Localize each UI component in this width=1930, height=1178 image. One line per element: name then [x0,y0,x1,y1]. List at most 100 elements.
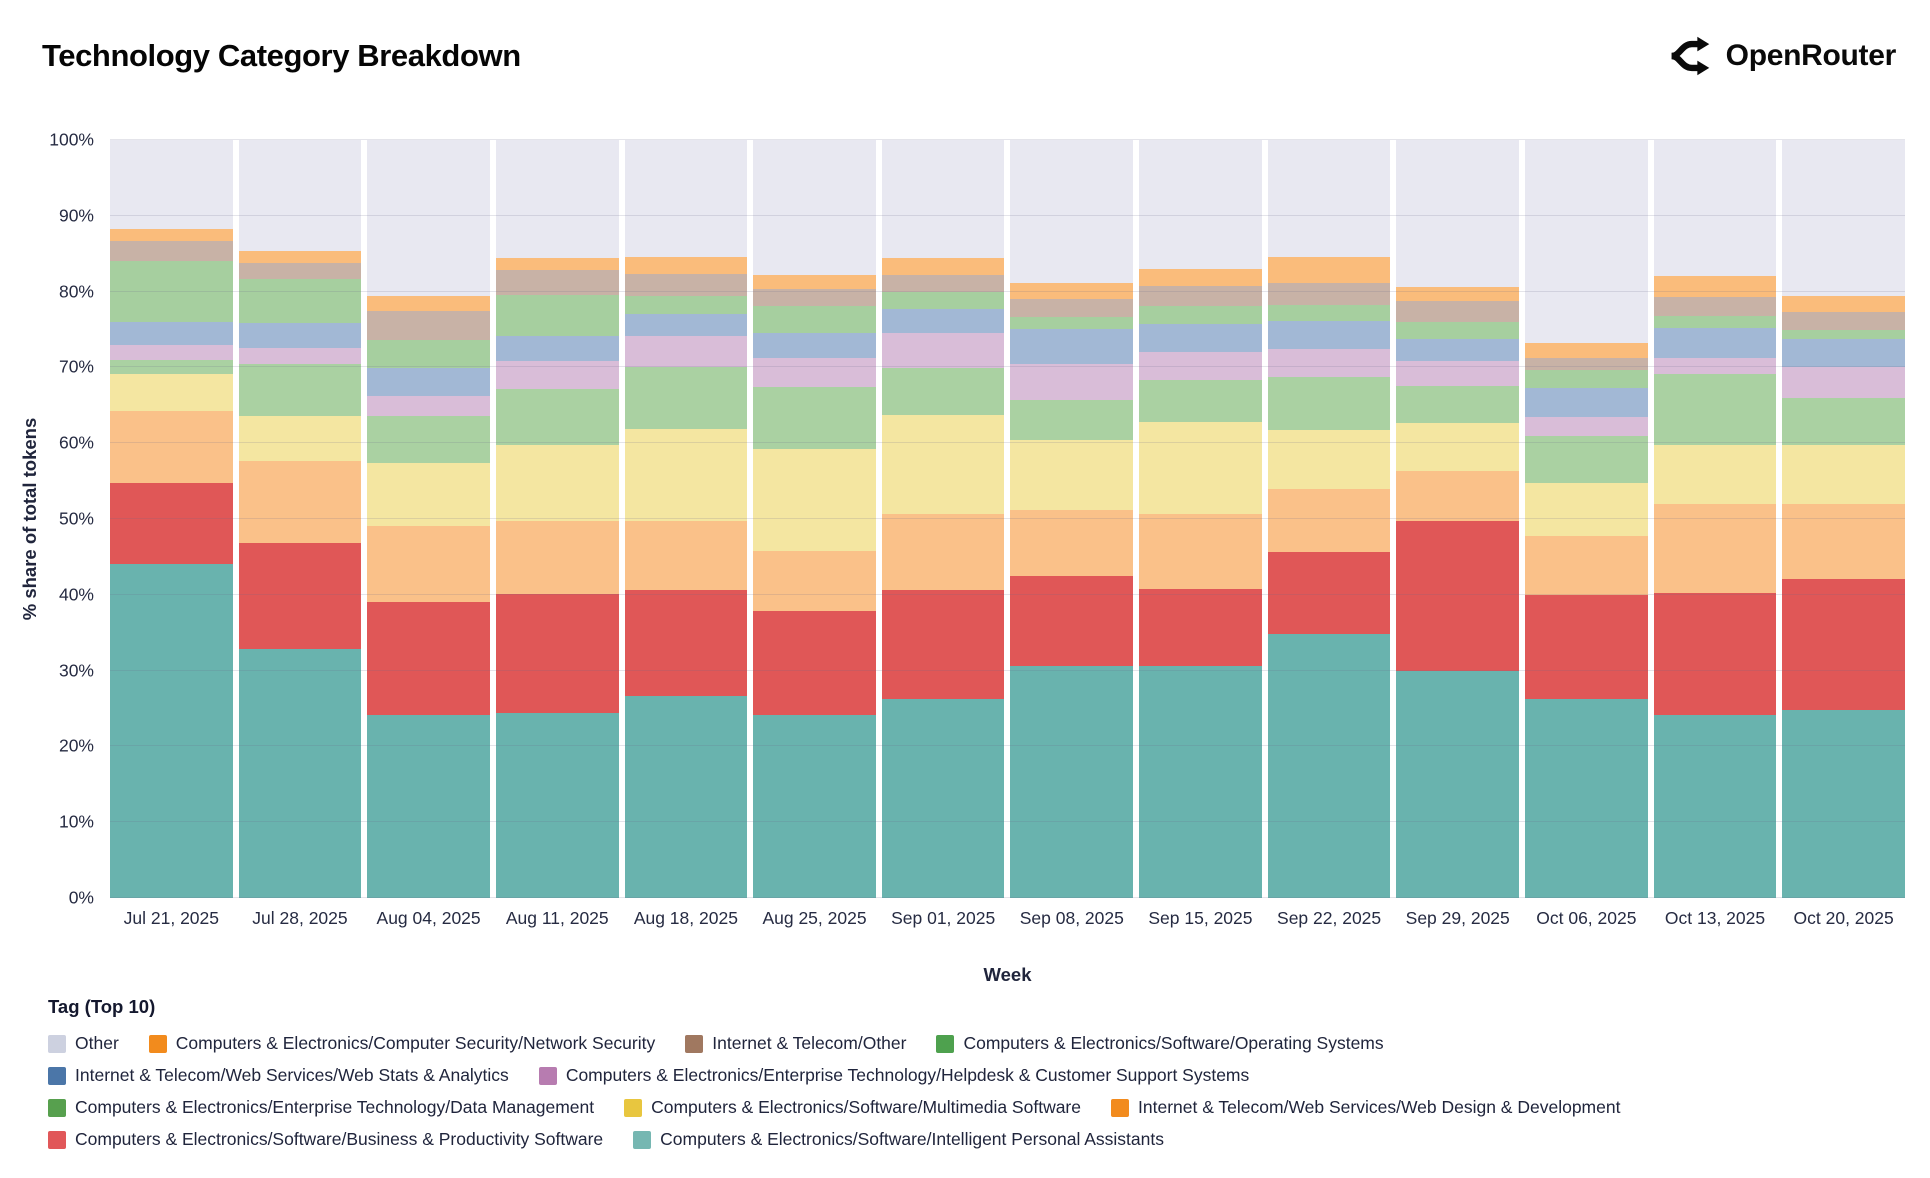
bar-segment[interactable] [1525,536,1648,595]
bar-segment[interactable] [881,589,1005,699]
bar-segment[interactable] [1653,715,1777,898]
bar-segment[interactable] [881,368,1005,416]
bar-segment[interactable] [1139,380,1262,422]
bar-segment[interactable] [1010,316,1134,329]
bar-segment[interactable] [1782,503,1905,579]
bar-segment[interactable] [753,550,876,611]
bar-segment[interactable] [1653,374,1777,445]
legend-item[interactable]: Computers & Electronics/Software/Multime… [624,1097,1081,1118]
bar-segment[interactable] [1267,377,1391,430]
bar-segment[interactable] [238,347,362,364]
bar-segment[interactable] [1782,710,1905,898]
bar-segment[interactable] [367,415,490,463]
bar-segment[interactable] [1782,397,1905,445]
bar-segment[interactable] [495,594,619,714]
bar-segment[interactable] [110,240,233,262]
bar-segment[interactable] [1653,328,1777,358]
bar-segment[interactable] [1139,514,1262,589]
bar-segment[interactable] [624,521,748,590]
bar-segment[interactable] [495,520,619,595]
bar-segment[interactable] [367,140,490,297]
bar-segment[interactable] [495,388,619,445]
bar-segment[interactable] [1267,349,1391,378]
bar-segment[interactable] [881,274,1005,292]
bar-segment[interactable] [753,448,876,551]
bar-segment[interactable] [238,140,362,252]
bar-segment[interactable] [238,363,362,416]
bar-segment[interactable] [1139,352,1262,381]
bar-segment[interactable] [238,649,362,898]
bar-segment[interactable] [1525,416,1648,437]
bar-segment[interactable] [753,358,876,388]
bar-segment[interactable] [624,695,748,898]
bar-segment[interactable] [1653,296,1777,316]
bar-segment[interactable] [881,333,1005,369]
bar-segment[interactable] [238,461,362,544]
bar-segment[interactable] [1653,140,1777,276]
bar-segment[interactable] [367,368,490,397]
bar-segment[interactable] [1782,444,1905,504]
bar-segment[interactable] [1267,140,1391,257]
bar-segment[interactable] [110,410,233,484]
bar-segment[interactable] [1267,282,1391,305]
bar-segment[interactable] [367,525,490,602]
bar-segment[interactable] [624,589,748,696]
bar-segment[interactable] [1396,338,1520,361]
bar-segment[interactable] [753,715,876,898]
bar-segment[interactable] [238,262,362,280]
legend-item[interactable]: Internet & Telecom/Web Services/Web Stat… [48,1065,509,1086]
bar-segment[interactable] [1782,329,1905,339]
bar-segment[interactable] [1653,592,1777,716]
bar-segment[interactable] [1396,287,1520,302]
brand-logo[interactable]: OpenRouter [1668,34,1896,78]
bar-segment[interactable] [1396,422,1520,472]
bar-segment[interactable] [110,261,233,322]
legend-item[interactable]: Computers & Electronics/Software/Intelli… [633,1129,1164,1150]
bar-segment[interactable] [1525,370,1648,388]
bar-segment[interactable] [1010,666,1134,898]
bar-segment[interactable] [1396,670,1520,898]
bar-segment[interactable] [367,396,490,416]
bar-segment[interactable] [1396,321,1520,339]
bar-segment[interactable] [495,140,619,258]
bar-segment[interactable] [624,140,748,257]
bar-segment[interactable] [1267,256,1391,283]
bar-segment[interactable] [110,345,233,360]
bar-segment[interactable] [238,251,362,263]
bar-segment[interactable] [624,428,748,522]
bar-segment[interactable] [495,444,619,521]
bar-segment[interactable] [1010,509,1134,576]
bar-segment[interactable] [495,257,619,271]
bar-segment[interactable] [1782,140,1905,297]
bar-segment[interactable] [495,361,619,389]
bar-segment[interactable] [1139,140,1262,269]
bar-segment[interactable] [1267,304,1391,322]
bar-segment[interactable] [367,296,490,311]
bar-segment[interactable] [1525,357,1648,371]
bar-segment[interactable] [1396,301,1520,322]
bar-segment[interactable] [1396,360,1520,386]
bar-segment[interactable] [753,387,876,449]
bar-segment[interactable] [495,713,619,898]
bar-segment[interactable] [1010,283,1134,300]
bar-segment[interactable] [110,564,233,898]
bar-segment[interactable] [110,374,233,411]
bar-segment[interactable] [881,514,1005,590]
bar-segment[interactable] [624,336,748,368]
bar-segment[interactable] [1653,444,1777,504]
bar-segment[interactable] [1139,306,1262,325]
bar-segment[interactable] [495,294,619,337]
bar-segment[interactable] [495,336,619,362]
legend-item[interactable]: Computers & Electronics/Enterprise Techn… [538,1065,1249,1086]
bar-segment[interactable] [367,340,490,369]
bar-segment[interactable] [110,359,233,375]
bar-segment[interactable] [1782,296,1905,313]
bar-segment[interactable] [367,715,490,898]
legend-item[interactable]: Internet & Telecom/Other [685,1033,906,1054]
bar-segment[interactable] [753,333,876,359]
bar-segment[interactable] [1396,520,1520,671]
legend-item[interactable]: Computers & Electronics/Software/Busines… [48,1129,603,1150]
bar-segment[interactable] [1525,140,1648,344]
bar-segment[interactable] [1782,578,1905,711]
bar-segment[interactable] [367,310,490,341]
